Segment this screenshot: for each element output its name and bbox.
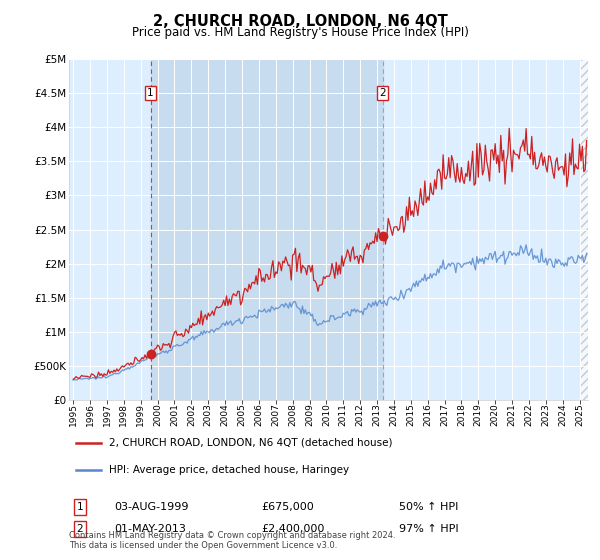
Text: 03-AUG-1999: 03-AUG-1999: [114, 502, 188, 512]
Text: 97% ↑ HPI: 97% ↑ HPI: [399, 524, 458, 534]
Text: 1: 1: [76, 502, 83, 512]
Text: 2019: 2019: [474, 403, 483, 426]
Text: 2008: 2008: [288, 403, 297, 426]
Text: 2: 2: [76, 524, 83, 534]
Text: 2, CHURCH ROAD, LONDON, N6 4QT: 2, CHURCH ROAD, LONDON, N6 4QT: [152, 14, 448, 29]
Text: £2,400,000: £2,400,000: [261, 524, 325, 534]
Text: 2003: 2003: [204, 403, 213, 426]
Text: 2015: 2015: [406, 403, 415, 426]
Text: 2013: 2013: [373, 403, 382, 426]
Text: Contains HM Land Registry data © Crown copyright and database right 2024.
This d: Contains HM Land Registry data © Crown c…: [69, 530, 395, 550]
Text: HPI: Average price, detached house, Haringey: HPI: Average price, detached house, Hari…: [109, 465, 349, 475]
Text: 2018: 2018: [457, 403, 466, 426]
Text: 2005: 2005: [238, 403, 247, 426]
Text: 2025: 2025: [575, 403, 584, 426]
Text: 2021: 2021: [508, 403, 517, 426]
Text: 2024: 2024: [558, 403, 567, 426]
Text: 2001: 2001: [170, 403, 179, 426]
Text: 2011: 2011: [339, 403, 348, 426]
Text: 50% ↑ HPI: 50% ↑ HPI: [399, 502, 458, 512]
Text: 1998: 1998: [119, 403, 128, 426]
Text: 2017: 2017: [440, 403, 449, 426]
Text: 2010: 2010: [322, 403, 331, 426]
Text: 2016: 2016: [423, 403, 432, 426]
Text: 2009: 2009: [305, 403, 314, 426]
Text: 2023: 2023: [541, 403, 550, 426]
Text: 2, CHURCH ROAD, LONDON, N6 4QT (detached house): 2, CHURCH ROAD, LONDON, N6 4QT (detached…: [109, 438, 392, 448]
Text: 2014: 2014: [389, 403, 398, 426]
Text: 2002: 2002: [187, 403, 196, 426]
Text: 1: 1: [147, 88, 154, 98]
Text: 1995: 1995: [69, 403, 78, 426]
Text: Price paid vs. HM Land Registry's House Price Index (HPI): Price paid vs. HM Land Registry's House …: [131, 26, 469, 39]
Text: 2000: 2000: [153, 403, 162, 426]
Text: 2012: 2012: [356, 403, 365, 426]
Text: 1997: 1997: [103, 403, 112, 426]
Text: 2004: 2004: [221, 403, 230, 426]
Text: 2022: 2022: [524, 403, 533, 426]
Text: 1999: 1999: [136, 403, 145, 426]
Text: 2007: 2007: [271, 403, 280, 426]
Text: 2: 2: [379, 88, 386, 98]
Bar: [151, 59, 383, 400]
Text: 01-MAY-2013: 01-MAY-2013: [114, 524, 186, 534]
Text: 2006: 2006: [254, 403, 263, 426]
Text: £675,000: £675,000: [261, 502, 314, 512]
Text: 2020: 2020: [491, 403, 500, 426]
Bar: [580, 59, 588, 400]
Text: 1996: 1996: [86, 403, 95, 426]
